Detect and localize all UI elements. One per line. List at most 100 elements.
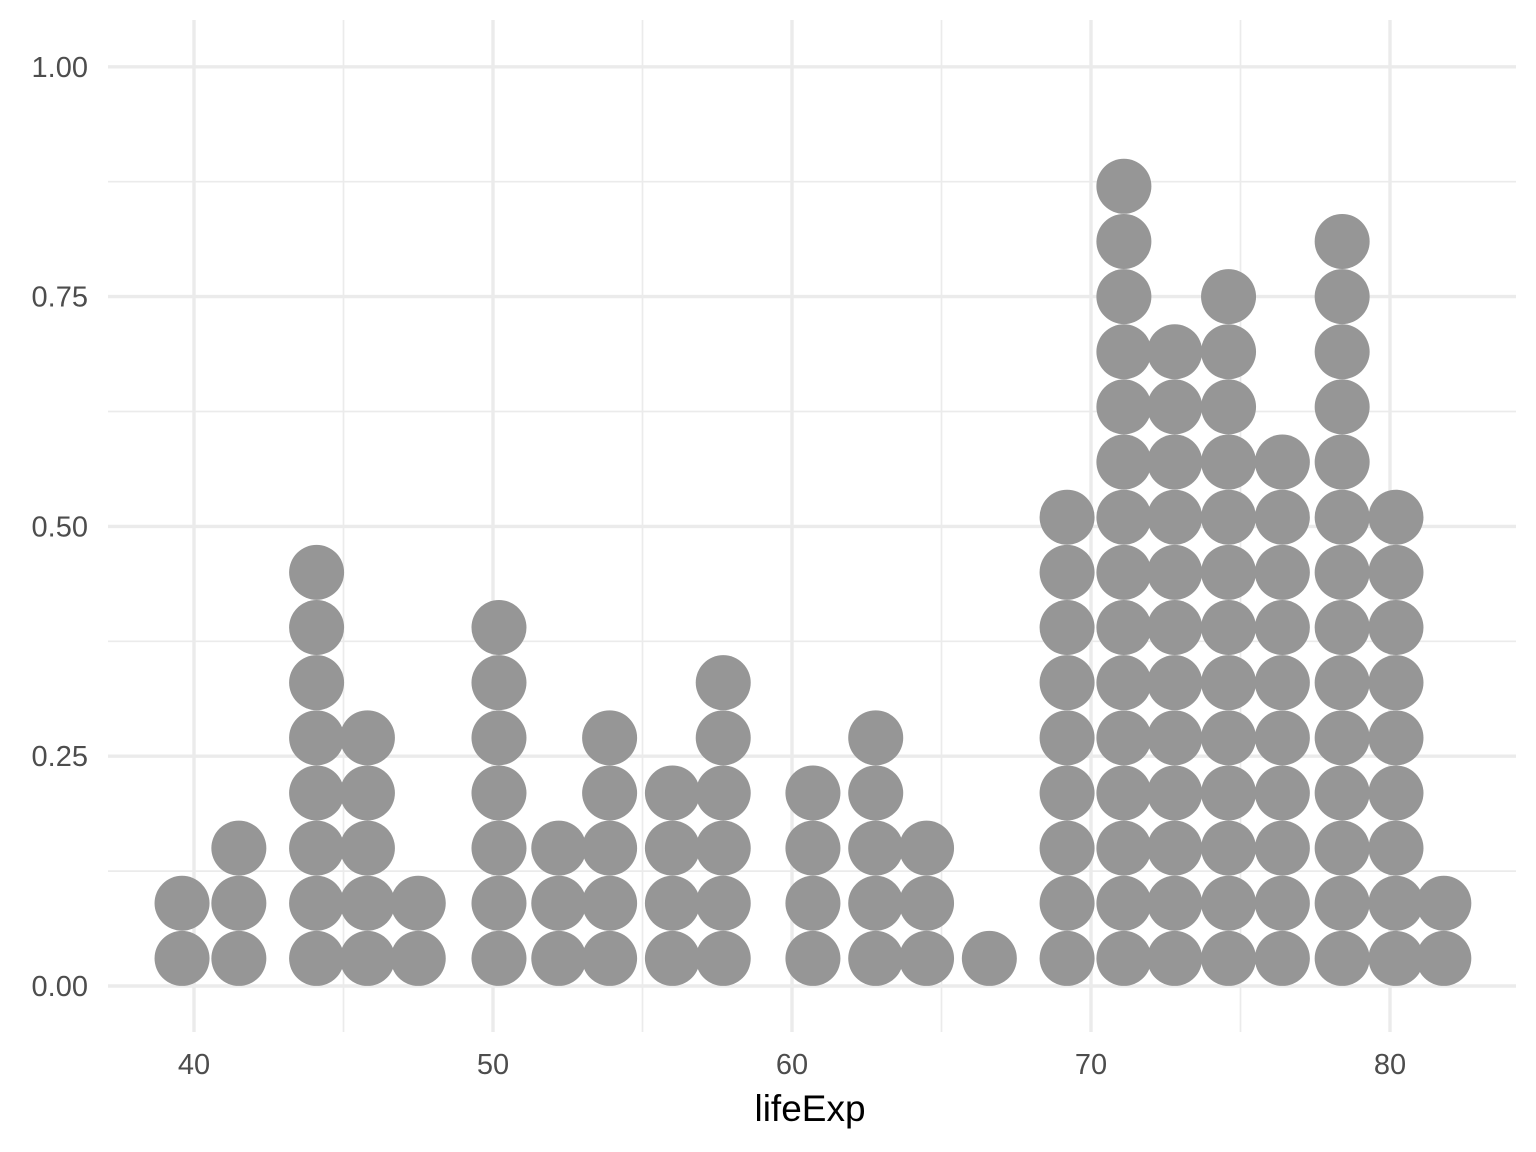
data-dot — [471, 655, 527, 711]
data-dot — [848, 710, 904, 766]
data-dot — [289, 600, 345, 656]
data-dot — [1096, 655, 1152, 711]
data-dot — [390, 930, 446, 986]
data-dot — [1039, 875, 1095, 931]
data-dot — [1314, 434, 1370, 490]
data-dot — [1254, 930, 1310, 986]
data-dot — [1314, 710, 1370, 766]
data-dot — [1201, 930, 1257, 986]
data-dot — [1254, 544, 1310, 600]
data-dot — [1201, 544, 1257, 600]
data-dot — [1096, 434, 1152, 490]
data-dot — [1096, 324, 1152, 380]
data-dot — [1201, 820, 1257, 876]
y-tick-label: 0.25 — [32, 741, 88, 773]
data-dot — [1416, 930, 1472, 986]
data-dot — [899, 930, 955, 986]
data-dot — [1254, 875, 1310, 931]
dot-series — [154, 158, 1472, 986]
data-dot — [1201, 710, 1257, 766]
data-dot — [1096, 820, 1152, 876]
data-dot — [339, 710, 395, 766]
data-dot — [1096, 930, 1152, 986]
data-dot — [695, 820, 751, 876]
data-dot — [1314, 324, 1370, 380]
data-dot — [339, 875, 395, 931]
data-dot — [785, 875, 841, 931]
data-dot — [582, 710, 638, 766]
data-dot — [154, 875, 210, 931]
data-dot — [785, 765, 841, 821]
data-dot — [1314, 544, 1370, 600]
data-dot — [695, 930, 751, 986]
data-dot — [1314, 600, 1370, 656]
data-dot — [1201, 269, 1257, 325]
data-dot — [1147, 820, 1203, 876]
data-dot — [471, 710, 527, 766]
data-dot — [1147, 544, 1203, 600]
data-dot — [1096, 600, 1152, 656]
data-dot — [1254, 600, 1310, 656]
data-dot — [785, 820, 841, 876]
x-tick-label: 80 — [1374, 1049, 1406, 1081]
data-dot — [1254, 820, 1310, 876]
data-dot — [695, 710, 751, 766]
data-dot — [1368, 710, 1424, 766]
data-dot — [1201, 655, 1257, 711]
data-dot — [848, 820, 904, 876]
data-dot — [1314, 820, 1370, 876]
data-dot — [695, 875, 751, 931]
data-dot — [471, 930, 527, 986]
x-tick-label: 50 — [477, 1049, 509, 1081]
data-dot — [582, 875, 638, 931]
data-dot — [1096, 213, 1152, 269]
data-dot — [1147, 875, 1203, 931]
data-dot — [1368, 875, 1424, 931]
data-dot — [1368, 489, 1424, 545]
data-dot — [211, 820, 267, 876]
data-dot — [154, 930, 210, 986]
data-dot — [339, 820, 395, 876]
data-dot — [1039, 489, 1095, 545]
data-dot — [289, 765, 345, 821]
data-dot — [1201, 324, 1257, 380]
data-dot — [1147, 765, 1203, 821]
data-dot — [582, 820, 638, 876]
data-dot — [1147, 930, 1203, 986]
data-dot — [899, 820, 955, 876]
x-tick-label: 70 — [1075, 1049, 1107, 1081]
data-dot — [1039, 600, 1095, 656]
data-dot — [1096, 875, 1152, 931]
data-dot — [1314, 765, 1370, 821]
data-dot — [289, 710, 345, 766]
data-dot — [1254, 765, 1310, 821]
data-dot — [1096, 544, 1152, 600]
data-dot — [1147, 379, 1203, 435]
data-dot — [1254, 655, 1310, 711]
data-dot — [289, 820, 345, 876]
y-tick-label: 0.50 — [32, 511, 88, 543]
data-dot — [582, 765, 638, 821]
data-dot — [1039, 544, 1095, 600]
data-dot — [390, 875, 446, 931]
data-dot — [644, 875, 700, 931]
x-tick-label: 60 — [776, 1049, 808, 1081]
data-dot — [471, 820, 527, 876]
data-dot — [1201, 765, 1257, 821]
data-dot — [531, 820, 587, 876]
data-dot — [1254, 489, 1310, 545]
data-dot — [695, 655, 751, 711]
y-tick-label: 0.00 — [32, 971, 88, 1003]
data-dot — [1039, 930, 1095, 986]
data-dot — [339, 930, 395, 986]
data-dot — [1314, 930, 1370, 986]
x-axis-title: lifeExp — [754, 1088, 865, 1129]
data-dot — [1416, 875, 1472, 931]
data-dot — [644, 820, 700, 876]
data-dot — [1314, 379, 1370, 435]
data-dot — [1039, 820, 1095, 876]
data-dot — [211, 930, 267, 986]
data-dot — [1147, 710, 1203, 766]
data-dot — [1368, 930, 1424, 986]
data-dot — [289, 930, 345, 986]
